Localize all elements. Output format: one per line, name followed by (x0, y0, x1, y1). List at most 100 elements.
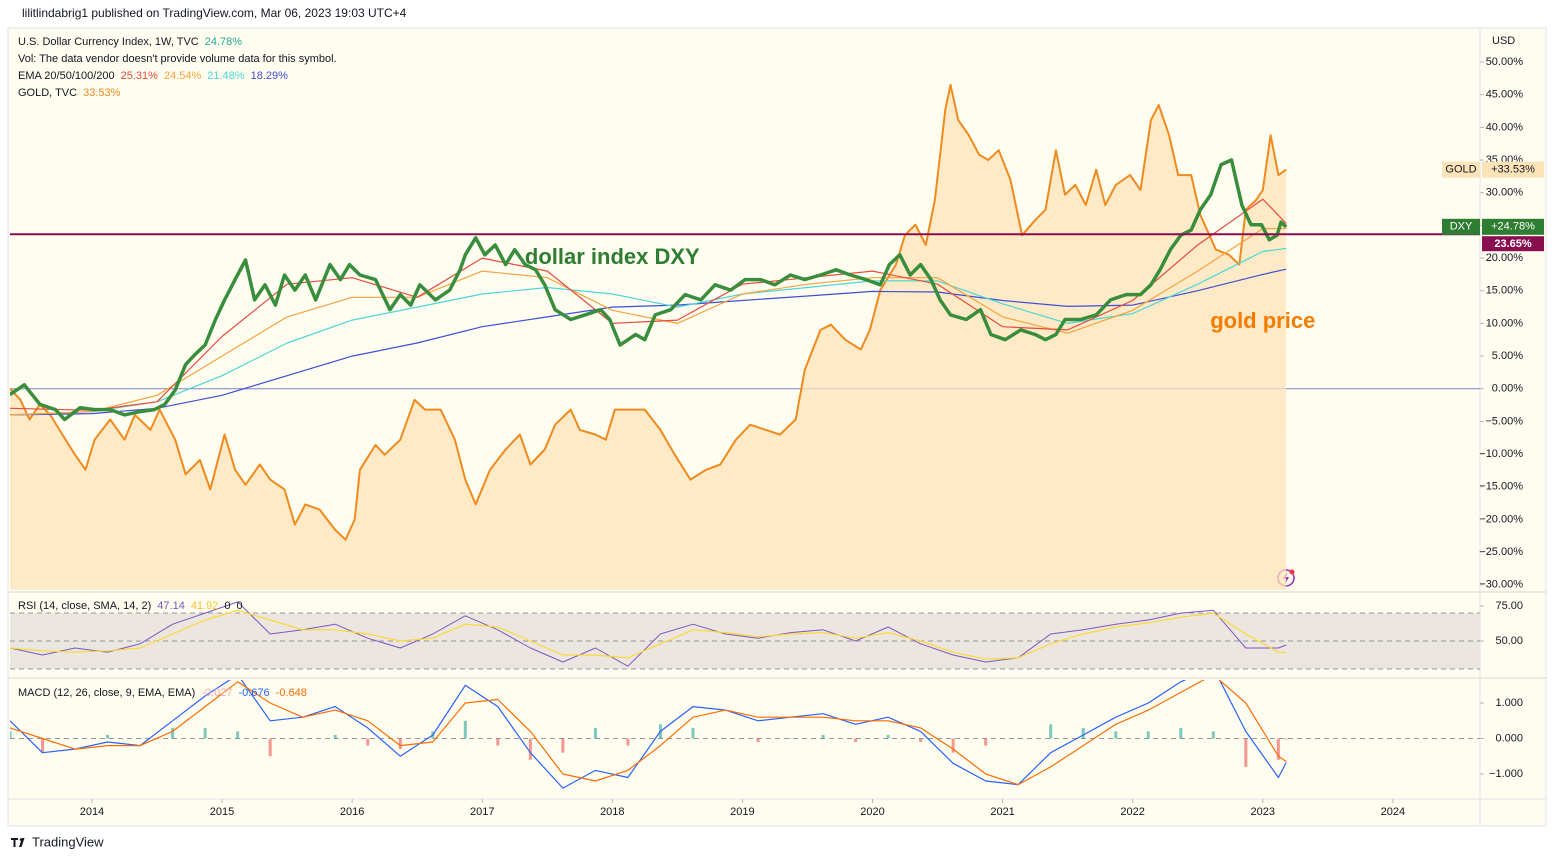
histogram-bar (723, 738, 727, 739)
area (10, 84, 1287, 590)
legend-text: GOLD, TVC (18, 87, 77, 99)
legend-text: EMA 20/50/100/200 (18, 70, 115, 82)
histogram-bar (1114, 731, 1118, 739)
legend-text: 41.92 (191, 600, 219, 612)
name-tag (1442, 218, 1480, 235)
legend-text: -0.648 (276, 687, 307, 699)
legend-text: 33.53% (83, 87, 121, 99)
legend-text: U.S. Dollar Currency Index, 1W, TVC (18, 36, 199, 48)
legend-text: 0 (224, 600, 230, 612)
pane (10, 601, 1480, 670)
histogram-bar (561, 738, 565, 753)
y-tick-label: 10.00% (1486, 317, 1524, 329)
histogram-bar (203, 727, 207, 739)
y-tick-label: −30.00% (1479, 579, 1523, 591)
histogram-bar (821, 734, 825, 739)
y-tick-label: 40.00% (1486, 121, 1524, 133)
y-tick-label: 75.00 (1495, 600, 1523, 612)
y-tick-label: −10.00% (1479, 448, 1523, 460)
histogram-bar (1179, 727, 1183, 739)
publish-info: lilitlindabrig1 published on TradingView… (22, 6, 407, 20)
price-tag-label: 23.65% (1494, 238, 1532, 250)
line (10, 680, 1287, 789)
x-tick-label: 2019 (730, 806, 754, 818)
histogram-bar (1211, 731, 1215, 739)
currency-label: USD (1492, 35, 1515, 47)
histogram-bar (789, 738, 793, 739)
histogram-bar (496, 738, 500, 746)
annotation: gold price (1210, 308, 1315, 333)
x-tick-label: 2020 (860, 806, 884, 818)
legend-row: U.S. Dollar Currency Index, 1W, TVC 24.78… (18, 36, 242, 48)
legend-row: EMA 20/50/100/200 25.31% 24.54% 21.48% 18.29… (18, 70, 288, 82)
x-tick-label: 2023 (1251, 806, 1275, 818)
price-tag (1482, 218, 1544, 235)
histogram-bar (236, 731, 240, 739)
x-tick-label: 2021 (990, 806, 1014, 818)
legend-text: 25.31% (121, 70, 159, 82)
y-tick-label: −15.00% (1479, 481, 1523, 493)
histogram-bar (1081, 727, 1085, 739)
y-tick-label: 15.00% (1486, 285, 1524, 297)
legend-text: Vol: The data vendor doesn't provide vol… (18, 53, 337, 65)
y-tick-label: −5.00% (1485, 415, 1523, 427)
line (10, 83, 1287, 541)
x-tick-label: 2018 (600, 806, 624, 818)
histogram-bar (10, 731, 12, 739)
price-tag (1482, 161, 1544, 178)
line (10, 247, 1287, 416)
histogram-bar (301, 738, 305, 739)
histogram-bar (41, 738, 45, 753)
x-tick-label: 2022 (1120, 806, 1144, 818)
line (10, 158, 1288, 422)
y-tick-label: 0.00% (1492, 383, 1523, 395)
line (10, 198, 1287, 411)
histogram-bar (171, 727, 175, 739)
legend-text: -0.027 (201, 687, 232, 699)
histogram-bar (138, 738, 142, 739)
histogram-bar (463, 720, 467, 739)
histogram-bar (268, 738, 272, 757)
legend-row: Vol: The data vendor doesn't provide vol… (18, 53, 337, 65)
histogram-bar (106, 734, 110, 739)
price-tag (1482, 236, 1544, 252)
price-tag-value: +33.53% (1491, 164, 1535, 176)
histogram-bar (984, 738, 988, 746)
histogram-bar (333, 734, 337, 739)
histogram-bar (1016, 738, 1020, 739)
name-tag (1442, 161, 1480, 178)
histogram-bar (1284, 738, 1288, 740)
legend-row: GOLD, TVC 33.53% (18, 87, 121, 99)
histogram-bar (593, 727, 597, 739)
legend-text: 21.48% (207, 70, 245, 82)
histogram-bar (691, 727, 695, 739)
line (10, 601, 1287, 667)
name-tag-label: DXY (1450, 221, 1473, 233)
histogram-bar (1146, 731, 1150, 739)
x-tick-label: 2024 (1381, 806, 1405, 818)
histogram-bar (1276, 738, 1280, 760)
chart-frame (7, 27, 1547, 827)
x-tick-label: 2017 (470, 806, 494, 818)
histogram-bar (756, 738, 760, 743)
x-tick-label: 2015 (210, 806, 234, 818)
legend-text: -0.676 (238, 687, 269, 699)
legend-text: MACD (12, 26, close, 9, EMA, EMA) (18, 687, 195, 699)
histogram-bar (73, 738, 77, 739)
annotation: dollar index DXY (525, 244, 700, 269)
histogram-bar (951, 738, 955, 753)
legend-text: 0 (236, 600, 242, 612)
y-tick-label: 0.000 (1495, 732, 1523, 744)
legend-text: 24.78% (205, 36, 243, 48)
histogram-bar (919, 738, 923, 743)
line (10, 609, 1287, 660)
y-tick-label: 50.00 (1495, 635, 1523, 647)
legend-text: RSI (14, close, SMA, 14, 2) (18, 600, 151, 612)
histogram-bar (854, 738, 858, 743)
histogram-bar (1049, 724, 1053, 739)
y-tick-label: 30.00% (1486, 187, 1524, 199)
y-tick-label: −1.000 (1489, 768, 1523, 780)
y-tick-label: 1.000 (1495, 697, 1523, 709)
histogram-bar (528, 738, 532, 760)
